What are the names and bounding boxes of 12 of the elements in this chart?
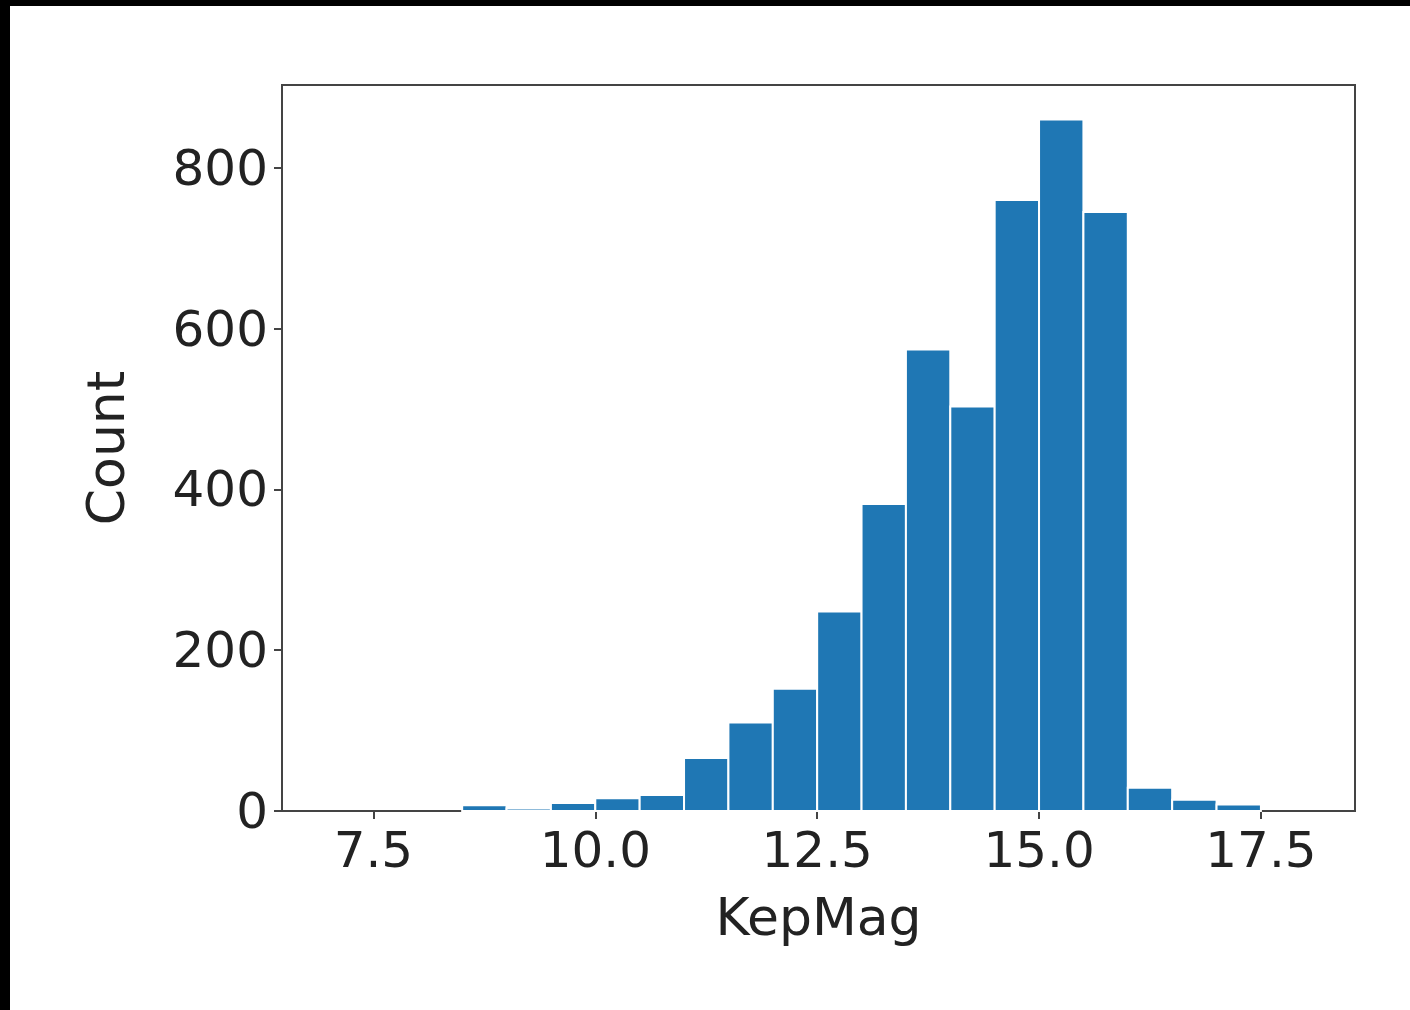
y-tick-label: 800 [172,138,268,197]
y-tick-label: 400 [172,460,268,519]
y-tick-label: 0 [236,782,268,840]
y-tick-label: 600 [172,299,268,358]
x-tick-label: 15.0 [983,821,1095,879]
x-tick-label: 17.5 [1205,821,1317,879]
y-axis-title: Count [76,370,136,526]
x-tick-label: 12.5 [761,821,873,879]
x-axis-title: KepMag [715,887,922,947]
x-tick-label: 7.5 [333,821,414,879]
x-tick-label: 10.0 [539,821,651,879]
y-tick-label: 200 [172,621,268,680]
